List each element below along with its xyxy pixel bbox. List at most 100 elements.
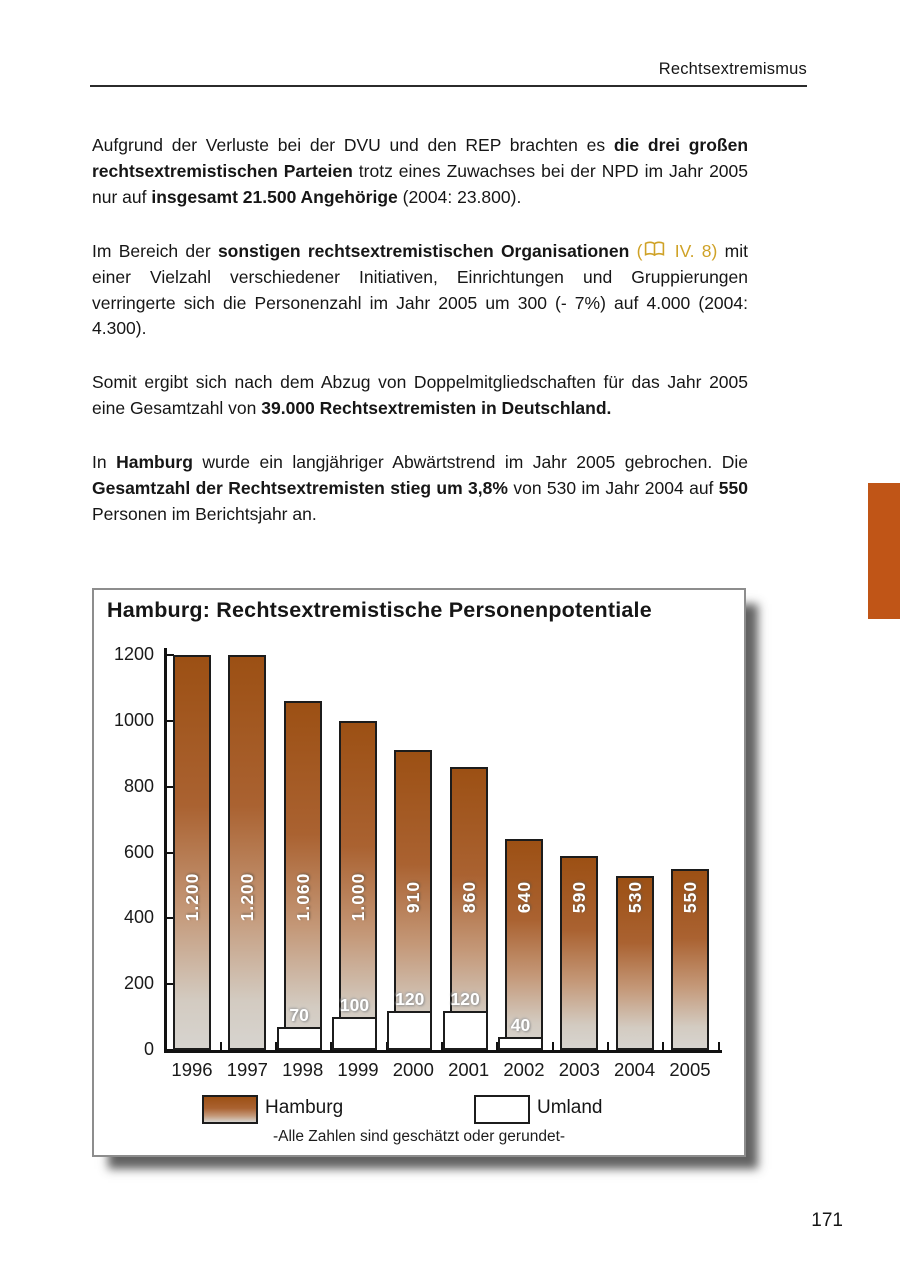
text-run: Personen im Berichtsjahr an. [92, 503, 317, 524]
x-tick [496, 1042, 499, 1050]
text-run: Aufgrund der Verluste bei der DVU und de… [92, 135, 614, 155]
y-tick-label: 200 [123, 973, 154, 994]
chapter-tab-marker [868, 483, 900, 619]
text-run: Hamburg [116, 452, 193, 473]
bar-value-label: 860 [458, 880, 479, 914]
legend-swatch-hamburg [202, 1095, 258, 1124]
hamburg-bar [394, 750, 433, 1050]
x-category-label: 1998 [282, 1059, 324, 1080]
text-run: 550 [718, 478, 748, 499]
legend-label-hamburg: Hamburg [265, 1097, 344, 1118]
x-axis [164, 1050, 722, 1053]
umland-bar [442, 1010, 488, 1050]
y-tick [166, 785, 174, 788]
x-tick [606, 1042, 609, 1050]
hamburg-bar [449, 766, 488, 1050]
chart-footnote: -Alle Zahlen sind geschätzt oder gerunde… [272, 1128, 566, 1145]
umland-value-label: 40 [510, 1014, 531, 1035]
paragraph: In Hamburg wurde ein langjähriger Abwärt… [92, 450, 748, 528]
umland-value-label: 100 [339, 995, 370, 1016]
text-run: Gesamtzahl der Rechtsextremisten stieg u… [92, 478, 508, 499]
y-tick-label: 1000 [113, 709, 154, 730]
hamburg-bar [670, 868, 709, 1050]
text-run: insgesamt 21.500 Angehörige [151, 186, 398, 207]
paragraph: Im Bereich der sonstigen rechtsextremist… [92, 239, 748, 343]
text-run: In [92, 452, 117, 473]
text-run: wurde ein langjähriger Abwärtstrend im J… [192, 452, 748, 473]
hamburg-bar [283, 701, 322, 1050]
x-tick [440, 1042, 443, 1050]
x-tick [385, 1042, 388, 1050]
umland-bar [331, 1017, 377, 1050]
text-run: Somit ergibt sich nach dem Abzug von Dop… [92, 372, 748, 419]
y-tick-label: 600 [123, 841, 154, 862]
x-category-label: 2002 [503, 1059, 545, 1080]
text-run: sonstigen rechtsextremistischen Organisa… [217, 240, 630, 261]
chart-box: 0 200 400 600 800 1000 1200 1.200 1996 1.200 1997 1… [92, 588, 746, 1157]
x-tick [551, 1042, 554, 1050]
y-tick [166, 983, 174, 986]
hamburg-bar [228, 655, 267, 1050]
paragraph: Aufgrund der Verluste bei der DVU und de… [92, 133, 748, 211]
text-run: die drei großen rechtsextremistischen Pa… [92, 135, 749, 181]
bar-value-label: 1.200 [237, 872, 258, 922]
y-tick [166, 719, 174, 722]
bar-value-label: 550 [679, 880, 700, 914]
hamburg-bar [173, 655, 211, 1050]
text-run: von 530 im Jahr 2004 auf [507, 478, 719, 499]
y-tick-label: 800 [123, 775, 154, 796]
hamburg-bar [560, 855, 599, 1050]
hamburg-bar [504, 839, 543, 1050]
chart-title: Hamburg: Rechtsextremistische Personenpo… [107, 598, 652, 622]
x-category-label: 1997 [226, 1059, 268, 1080]
x-category-label: 1996 [171, 1059, 213, 1080]
x-category-label: 2004 [614, 1059, 656, 1080]
y-tick [166, 654, 174, 656]
text-run: trotz eines Zuwachses bei der NPD im Jah… [92, 160, 748, 207]
text-run [629, 241, 636, 261]
y-tick [166, 1049, 174, 1051]
paragraph: Somit ergibt sich nach dem Abzug von Dop… [92, 370, 748, 422]
x-tick [662, 1042, 665, 1050]
bar-value-label: 1.000 [347, 872, 368, 922]
x-tick [274, 1042, 277, 1050]
umland-bar [387, 1010, 433, 1050]
text-run: mit einer Vielzahl verschiedener Initiat… [92, 240, 748, 339]
bar-value-label: 640 [513, 880, 534, 914]
x-category-label: 2003 [558, 1059, 600, 1080]
bar-value-label: 1.200 [182, 872, 202, 922]
y-tick-label: 0 [143, 1039, 154, 1059]
legend-swatch-umland [474, 1095, 530, 1124]
page-number: 171 [811, 1210, 843, 1231]
text-run: (2004: 23.800). [397, 186, 522, 207]
hamburg-bar [338, 720, 377, 1050]
umland-value-label: 120 [450, 988, 480, 1009]
chart-plot: 0 200 400 600 800 1000 1200 1.200 1996 1.200 1997 1… [94, 590, 744, 1155]
umland-value-label: 120 [395, 988, 425, 1009]
bar-value-label: 530 [624, 880, 645, 914]
cross-reference-link[interactable]: ( [636, 240, 643, 261]
text-run: Im Bereich der [92, 240, 218, 261]
y-axis [164, 648, 167, 1053]
x-category-label: 1999 [337, 1059, 379, 1080]
x-tick [718, 1042, 720, 1050]
x-category-label: 2005 [669, 1059, 711, 1080]
body-paragraphs: Aufgrund der Verluste bei der DVU und de… [92, 133, 748, 556]
x-tick [219, 1042, 222, 1050]
legend-label-umland: Umland [537, 1097, 603, 1118]
cross-reference-link[interactable]: IV. 8) [667, 240, 718, 261]
x-category-label: 2000 [392, 1059, 434, 1080]
header-rule [90, 85, 807, 87]
x-category-label: 2001 [448, 1059, 490, 1080]
y-tick [166, 917, 174, 920]
y-tick-label: 1200 [113, 644, 154, 664]
bar-value-label: 910 [403, 880, 424, 914]
y-tick [166, 851, 174, 854]
page-header: Rechtsextremismus [658, 60, 807, 78]
book-icon[interactable] [644, 239, 665, 265]
bar-value-label: 1.060 [292, 872, 313, 922]
umland-bar [276, 1026, 322, 1050]
text-run: 39.000 Rechtsextremisten in Deutschland. [261, 398, 612, 419]
bar-value-label: 590 [569, 880, 590, 914]
